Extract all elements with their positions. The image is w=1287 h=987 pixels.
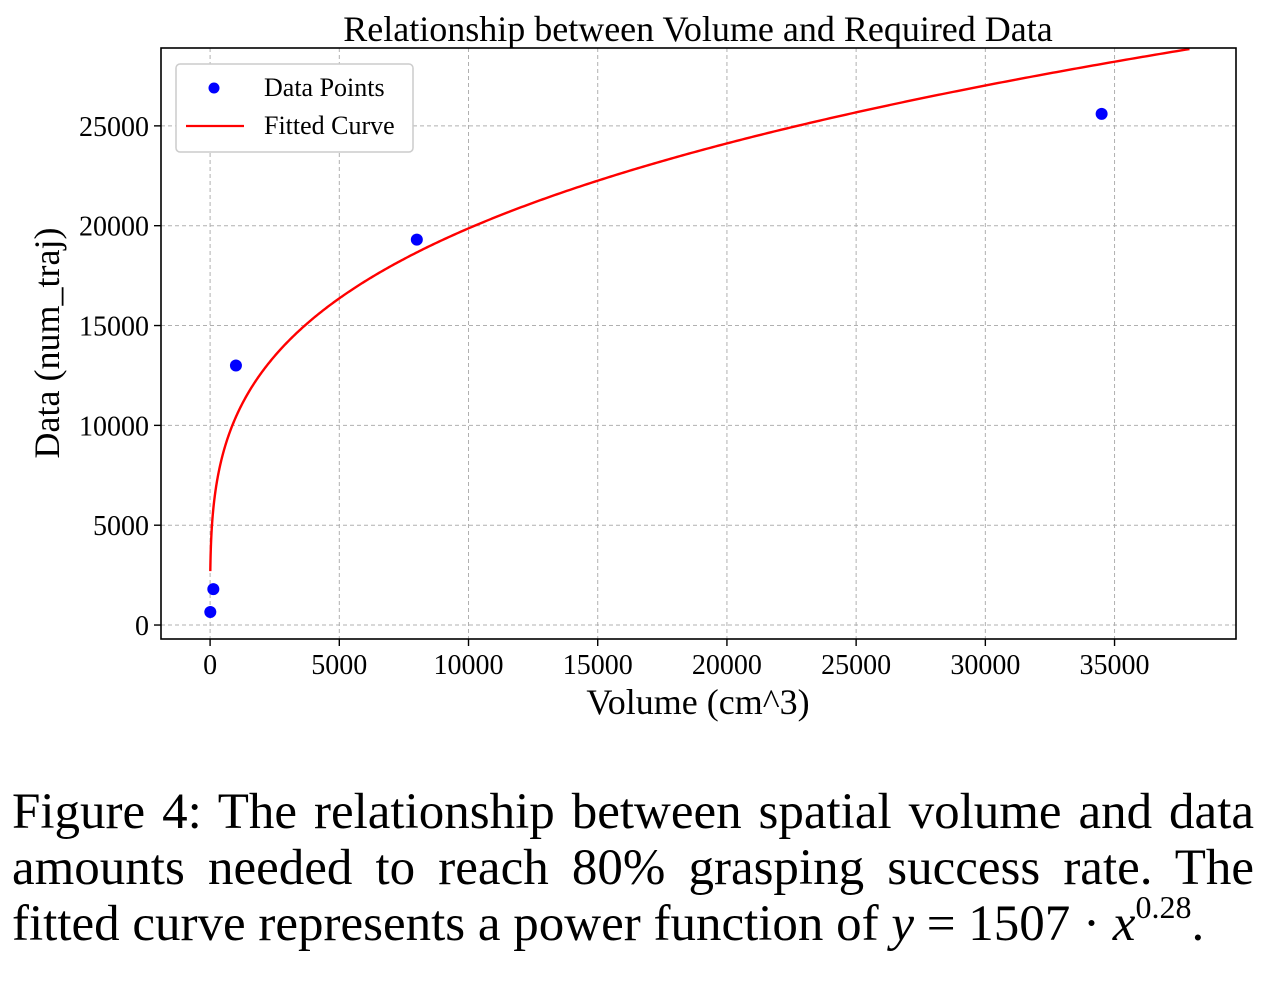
x-tick-label: 35000 <box>1080 650 1150 681</box>
y-tick-label: 20000 <box>79 212 149 243</box>
y-tick-label: 15000 <box>79 312 149 343</box>
data-point <box>410 233 423 246</box>
y-tick-label: 0 <box>135 611 149 642</box>
legend-box <box>175 63 414 153</box>
legend: Data Points Fitted Curve <box>175 63 414 153</box>
data-point <box>229 359 242 372</box>
x-tick-label: 25000 <box>821 650 891 681</box>
caption-text: Figure 4: The relationship between spati… <box>12 784 1254 952</box>
legend-label-fitted-curve: Fitted Curve <box>264 111 395 140</box>
y-axis-ticks: 0 5000 10000 15000 20000 25000 <box>79 112 161 642</box>
plot-frame <box>160 47 1237 640</box>
y-tick-label: 10000 <box>79 411 149 442</box>
fitted-curve-layer <box>209 47 1190 572</box>
fitted-curve-line <box>209 47 1190 572</box>
y-axis-label: Data (num_traj) <box>27 228 67 459</box>
formula-middle: = 1507 · <box>914 896 1113 952</box>
y-tick-label: 25000 <box>79 112 149 143</box>
figure-caption: Figure 4: The relationship between spati… <box>12 784 1254 952</box>
x-tick-label: 20000 <box>692 650 762 681</box>
x-axis-label: Volume (cm^3) <box>586 682 809 722</box>
formula-y: y <box>891 896 915 952</box>
y-tick-label: 5000 <box>93 511 149 542</box>
x-tick-label: 30000 <box>950 650 1020 681</box>
formula-x: x <box>1112 896 1136 952</box>
data-points-layer <box>204 107 1108 619</box>
x-axis-ticks: 0 5000 10000 15000 20000 25000 30000 35000 <box>203 639 1150 681</box>
x-tick-label: 15000 <box>563 650 633 681</box>
x-tick-label: 10000 <box>434 650 504 681</box>
formula-exponent: 0.28 <box>1135 889 1192 925</box>
legend-marker-data-points <box>208 82 220 94</box>
x-tick-label: 0 <box>203 650 217 681</box>
legend-label-data-points: Data Points <box>264 73 385 102</box>
chart: Relationship between Volume and Required… <box>27 9 1237 722</box>
caption-end: . <box>1191 896 1205 952</box>
chart-title: Relationship between Volume and Required… <box>343 9 1053 49</box>
data-point <box>207 583 220 596</box>
x-tick-label: 5000 <box>311 650 367 681</box>
data-point <box>1095 107 1108 120</box>
data-point <box>204 606 217 619</box>
